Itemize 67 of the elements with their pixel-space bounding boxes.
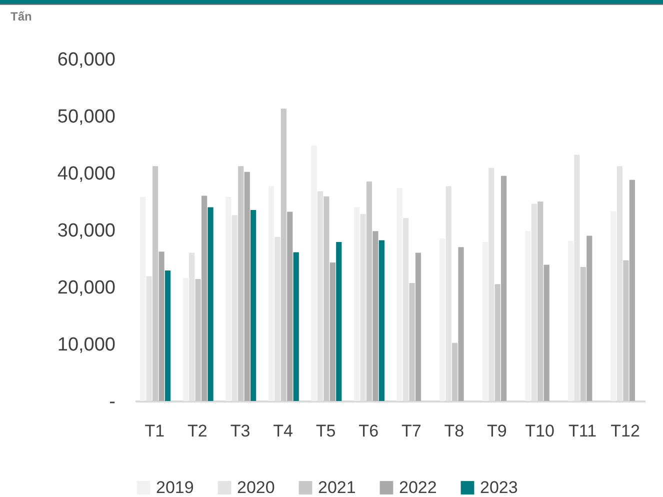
bar [458,247,464,401]
bar [195,279,201,401]
bar [158,252,164,401]
bar [182,278,188,401]
bar [244,172,250,401]
bar [525,231,531,401]
bar [330,262,336,401]
bar [482,242,488,401]
y-tick-label: 10,000 [57,334,116,356]
bar [140,196,146,401]
bar [580,267,586,401]
x-tick-label: T1 [144,422,165,440]
bar [280,108,286,401]
bar [396,188,402,401]
x-tick-label: T2 [188,422,208,440]
legend-label: 2020 [237,478,275,497]
y-tick-label: 40,000 [57,164,116,184]
bar [208,207,214,401]
bar [629,180,635,401]
y-tick-label: 50,000 [57,106,116,128]
bar [202,196,208,401]
bar [324,196,330,401]
x-tick-label: T11 [568,422,597,440]
bar [311,146,317,401]
bar [440,238,446,401]
x-tick-label: T9 [487,422,507,440]
bar [336,242,342,401]
bar [372,231,378,401]
bar [293,252,299,401]
bar [415,252,422,401]
bar [501,176,507,401]
legend-label: 2019 [156,478,194,497]
legend-label: 2023 [480,478,518,497]
x-tick-label: T5 [316,422,336,440]
x-tick-label: T6 [358,422,379,440]
bar [287,212,293,401]
legend-label: 2021 [318,478,356,497]
bar [354,207,360,401]
bar [452,342,458,401]
x-tick-label: T3 [230,422,250,440]
bar [409,283,415,401]
bar [538,202,544,401]
bar [366,182,372,401]
y-tick-label: 30,000 [57,220,116,242]
legend-label: 2022 [399,478,437,497]
bar [568,240,574,401]
x-tick-label: T10 [525,422,554,440]
x-tick-label: T8 [444,422,464,440]
bar [164,270,171,401]
bar [268,186,274,401]
bar [544,264,550,401]
bar [586,236,592,401]
bar [226,196,232,401]
bar [238,166,244,401]
bar [494,284,500,401]
bar [152,166,158,401]
bar [378,240,384,401]
y-tick-label: 60,000 [57,50,116,70]
bar [610,211,616,401]
bar [250,210,256,401]
y-tick-label: 20,000 [57,278,116,298]
x-tick-label: T12 [610,422,640,440]
y-axis-title: Tấn [10,10,32,24]
bar [623,260,629,401]
y-tick-label: - [109,392,116,412]
x-tick-label: T4 [273,422,293,440]
x-tick-label: T7 [401,422,422,440]
